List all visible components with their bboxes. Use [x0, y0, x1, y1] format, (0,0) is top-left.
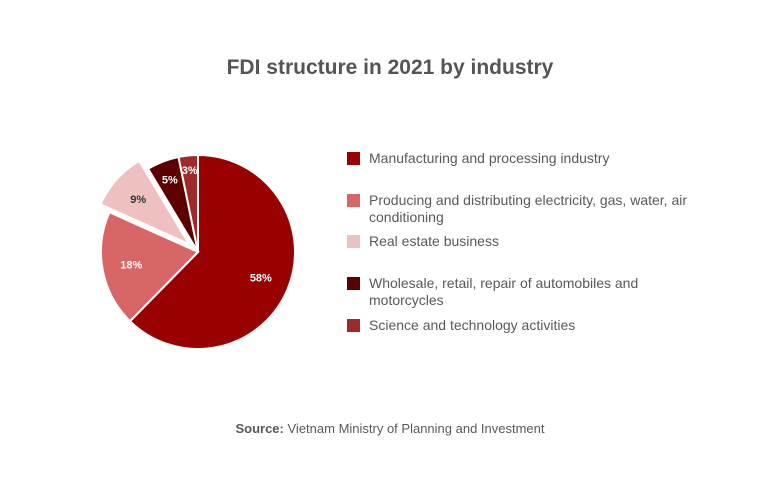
- pie-slice: [177, 153, 199, 253]
- legend-swatch: [347, 152, 360, 165]
- slice-data-label: 58%: [250, 273, 272, 285]
- legend-item: Real estate business: [347, 233, 699, 250]
- legend-item: Manufacturing and processing industry: [347, 150, 699, 167]
- slice-data-label: 18%: [120, 260, 142, 272]
- legend-label: Science and technology activities: [369, 317, 576, 333]
- slice-data-label: 9%: [130, 194, 146, 206]
- source-text: Vietnam Ministry of Planning and Investm…: [287, 421, 545, 436]
- legend-item: Science and technology activities: [347, 317, 699, 334]
- legend-swatch: [347, 194, 360, 207]
- legend-item: Wholesale, retail, repair of automobiles…: [347, 275, 699, 309]
- legend-swatch: [347, 235, 360, 248]
- chart-title: FDI structure in 2021 by industry: [226, 56, 554, 79]
- legend-swatch: [347, 277, 360, 290]
- legend-label: Manufacturing and processing industry: [369, 150, 610, 166]
- pie-slice: [128, 153, 296, 350]
- legend-label: Wholesale, retail, repair of automobiles…: [369, 275, 639, 308]
- legend-label: Real estate business: [369, 233, 499, 249]
- slice-data-label: 3%: [182, 165, 198, 177]
- pie-slice: [99, 159, 192, 247]
- slice-data-label: 5%: [162, 175, 178, 187]
- legend-label: Producing and distributing electricity, …: [369, 192, 688, 225]
- legend-swatch: [347, 319, 360, 332]
- pie-slice: [100, 210, 200, 323]
- source-label: Source:: [235, 421, 284, 436]
- source-note: Source: Vietnam Ministry of Planning and…: [0, 421, 780, 436]
- legend-item: Producing and distributing electricity, …: [347, 192, 699, 226]
